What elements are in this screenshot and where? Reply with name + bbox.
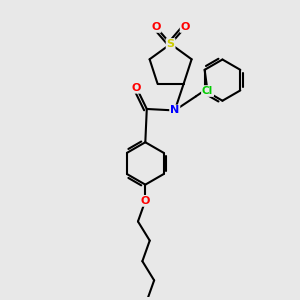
Text: O: O: [151, 22, 160, 32]
Text: O: O: [141, 196, 150, 206]
Text: N: N: [170, 105, 179, 116]
Text: Cl: Cl: [202, 86, 213, 96]
Text: O: O: [181, 22, 190, 32]
Text: O: O: [132, 83, 141, 93]
Text: S: S: [167, 39, 175, 49]
